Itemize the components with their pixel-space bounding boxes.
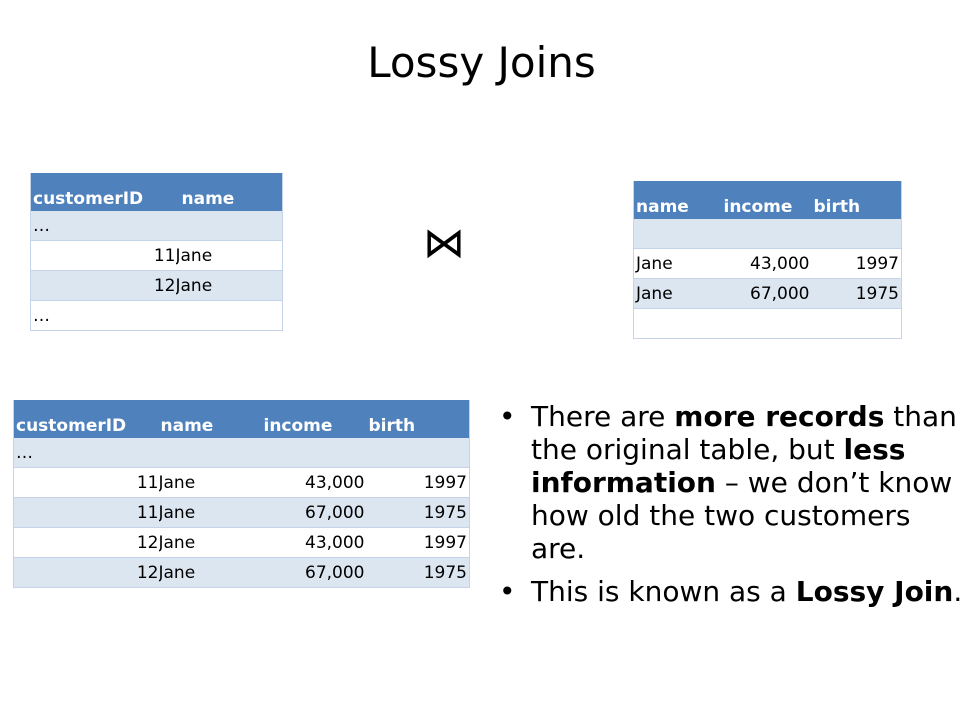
join-result-table: customerID name income birth … 11 Jane 4… [13,400,470,588]
table-cell [633,219,722,249]
table-cell [811,219,902,249]
column-header: name [633,181,722,219]
bullet-item: • There are more records than the origin… [497,400,963,565]
table-row: 11 Jane 67,000 1975 [13,497,470,528]
table-cell: 67,000 [261,497,367,528]
table-cell: … [13,438,159,468]
table-cell: 12 [13,557,159,588]
bullet-text: . [953,575,963,608]
bullet-emphasis: more records [674,400,885,433]
table-cell: 11 [13,467,159,498]
table-cell: Jane [158,557,262,588]
bullet-text: There are [531,400,675,433]
table-cell [721,219,812,249]
table-cell: 11 [30,240,176,271]
column-header: name [175,173,283,211]
table-cell [811,308,902,339]
table-cell: Jane [158,467,262,498]
table-cell: 12 [13,527,159,558]
table-cell: Jane [175,240,283,271]
table-cell: 1997 [366,527,470,558]
table-row [633,219,902,249]
table-header-row: customerID name [30,173,283,211]
column-header: customerID [13,400,159,438]
table-cell: 1975 [811,278,902,309]
table-row [633,308,902,339]
table-cell: 1975 [366,497,470,528]
table-cell [366,438,470,468]
customer-table: customerID name … 11 Jane 12 Jane … [30,173,283,331]
table-cell [175,300,283,331]
table-cell: … [30,211,176,241]
bullet-text: – we don’t know how old the two customer… [531,466,953,565]
table-row: 12 Jane [30,270,283,301]
column-header: name [158,400,262,438]
column-header: birth [811,181,902,219]
table-cell: Jane [175,270,283,301]
bullet-emphasis: Lossy Join [795,575,954,608]
bullet-text: than the original table, but [531,400,957,466]
table-cell: Jane [633,278,722,309]
bullet-emphasis: less information [531,433,906,499]
slide-title: Lossy Joins [367,38,596,87]
table-cell [633,308,722,339]
table-cell: 1975 [366,557,470,588]
table-cell [158,438,262,468]
table-cell [175,211,283,241]
table-row: 11 Jane [30,240,283,271]
table-row: … [30,300,283,331]
income-table: name income birth Jane 43,000 1997 Jane … [633,181,902,339]
table-cell [261,438,367,468]
table-row: Jane 67,000 1975 [633,278,902,309]
table-cell: 1997 [366,467,470,498]
table-cell: 67,000 [721,278,812,309]
table-cell: 1997 [811,248,902,279]
table-cell: 67,000 [261,557,367,588]
table-header-row: customerID name income birth [13,400,470,438]
table-cell: Jane [158,497,262,528]
table-cell: 11 [13,497,159,528]
table-cell: 43,000 [721,248,812,279]
table-cell: … [30,300,176,331]
column-header: customerID [30,173,176,211]
table-header-row: name income birth [633,181,902,219]
bullet-dot: • [499,575,516,608]
table-cell [721,308,812,339]
bullet-list: • There are more records than the origin… [497,400,963,618]
table-cell: Jane [158,527,262,558]
table-row: 12 Jane 43,000 1997 [13,527,470,558]
column-header: birth [366,400,470,438]
table-row: … [13,438,470,468]
table-cell: Jane [633,248,722,279]
table-cell: 12 [30,270,176,301]
table-row: 11 Jane 43,000 1997 [13,467,470,498]
natural-join-icon: ⋈ [423,218,465,267]
table-row: … [30,211,283,241]
table-cell: 43,000 [261,527,367,558]
table-cell: 43,000 [261,467,367,498]
bullet-text: This is known as a [531,575,796,608]
bullet-item: • This is known as a Lossy Join. [497,575,963,608]
table-row: 12 Jane 67,000 1975 [13,557,470,588]
column-header: income [261,400,367,438]
column-header: income [721,181,812,219]
table-row: Jane 43,000 1997 [633,248,902,279]
bullet-dot: • [499,400,516,433]
